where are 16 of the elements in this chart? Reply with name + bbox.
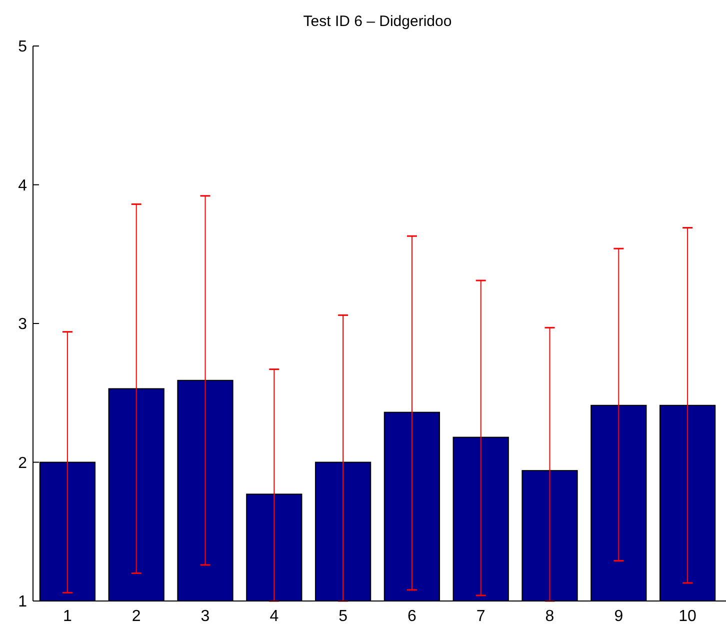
x-tick-label: 2 (132, 608, 141, 625)
y-tick-label: 1 (18, 594, 28, 611)
y-tick-label: 4 (18, 177, 28, 194)
x-tick-label: 3 (200, 608, 210, 625)
x-tick-label: 9 (614, 608, 624, 625)
chart-title: Test ID 6 – Didgeridoo (303, 13, 452, 30)
x-tick-label: 1 (62, 608, 72, 625)
x-tick-label: 10 (678, 608, 697, 625)
y-tick-label: 2 (18, 454, 28, 472)
x-tick-label: 7 (476, 608, 486, 625)
y-tick-label: 5 (18, 38, 28, 56)
y-tick-label: 3 (18, 316, 28, 334)
x-tick-label: 4 (270, 608, 279, 625)
x-tick-label: 8 (545, 608, 554, 625)
x-tick-label: 5 (338, 608, 348, 625)
x-tick-label: 6 (407, 608, 416, 625)
